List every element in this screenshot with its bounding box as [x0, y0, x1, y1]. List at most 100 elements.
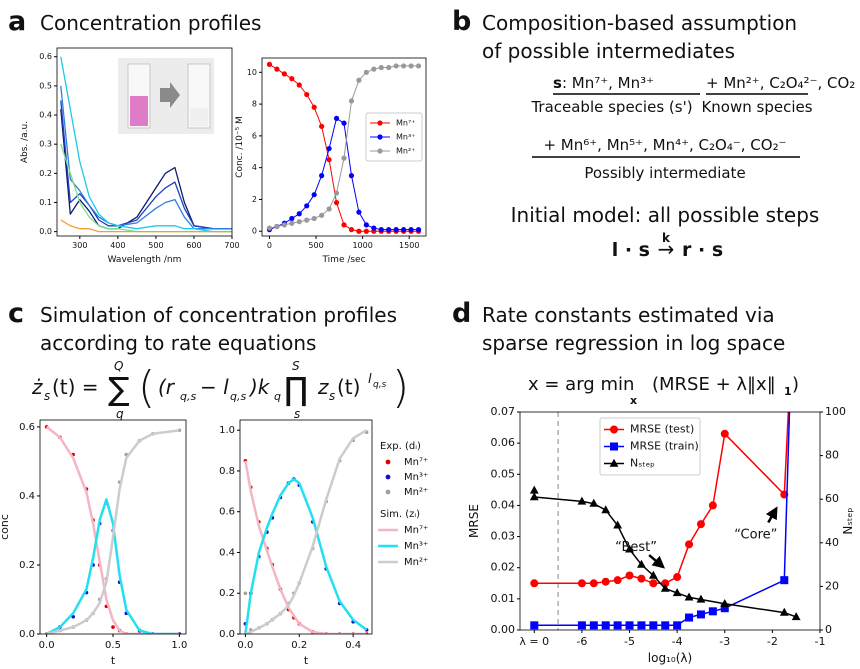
x-tick-label: -6 — [576, 635, 587, 648]
species-possible: + Mn⁶⁺, Mn⁵⁺, Mn⁴⁺, C₂O₄⁻, CO₂⁻ — [543, 136, 786, 154]
panel-title: of possible intermediates — [482, 39, 735, 63]
y-tick-label: 2 — [252, 195, 257, 204]
marker — [386, 64, 392, 71]
marker — [401, 227, 407, 233]
marker — [386, 227, 392, 233]
marker — [415, 227, 422, 233]
marker — [684, 592, 694, 601]
x-tick-label: 400 — [110, 241, 125, 250]
y-tick-label: 6 — [252, 131, 257, 140]
marker — [601, 505, 611, 514]
marker — [601, 621, 610, 630]
panel-letter: c — [8, 298, 24, 329]
series-line — [60, 56, 232, 233]
marker — [577, 621, 586, 630]
marker — [326, 145, 332, 152]
marker — [637, 574, 646, 583]
eq-part: (r — [158, 375, 176, 399]
legend-label: MRSE (train) — [630, 440, 699, 453]
legend-marker — [610, 442, 618, 451]
legend-marker — [377, 134, 383, 140]
marker — [661, 579, 670, 588]
legend-marker — [385, 489, 391, 495]
y-tick-label: 10 — [247, 68, 257, 77]
legend-label: Mn³⁺ — [404, 472, 428, 483]
legend-label: Mn⁷⁺ — [404, 525, 428, 536]
chart: 0 2 4 6 8 10 0 500 1000 1500 Time /sec Conc. /10⁻⁵ … — [235, 57, 427, 265]
legend-label: Mn²⁺ — [404, 557, 428, 568]
y-tick-label: 0.0 — [19, 629, 35, 640]
marker — [363, 228, 369, 234]
marker — [363, 69, 369, 75]
plot-frame — [261, 57, 427, 237]
eq-part: (MRSE + λ‖x‖ — [652, 374, 776, 395]
chart: 0.00 0.01 0.02 0.03 0.04 0.05 0.06 0.07 0 20 40 60 8… — [467, 405, 855, 665]
panel-title: Simulation of concentration profiles — [40, 303, 397, 327]
x-axis-label: Time /sec — [321, 255, 365, 265]
eq-part: ż — [31, 375, 43, 399]
marker — [685, 540, 694, 549]
eq-part: s — [329, 389, 335, 403]
marker — [348, 227, 355, 233]
y-tick-label: 0.1 — [39, 198, 52, 207]
marker — [673, 621, 682, 630]
legend-label: Mn²⁺ — [404, 487, 428, 498]
marker — [601, 577, 610, 586]
annotation-arrow — [765, 506, 778, 524]
marker — [685, 613, 694, 622]
x-tick-label: 0.2 — [291, 640, 307, 651]
x-axis-label: t — [304, 654, 309, 667]
x-tick-label: 500 — [308, 241, 323, 250]
series-line — [60, 100, 232, 230]
eq-part: l — [368, 372, 372, 387]
x-tick-label: -1 — [815, 635, 826, 648]
marker — [304, 91, 310, 98]
marker — [304, 203, 310, 209]
series-line — [534, 412, 791, 627]
x-tick-label: 700 — [224, 241, 239, 250]
eq-part: q,s — [180, 390, 196, 403]
marker — [319, 173, 325, 179]
legend-label: Nₛₜₑₚ — [630, 457, 655, 470]
marker — [408, 227, 414, 233]
marker — [296, 211, 302, 217]
x-tick-label: 1000 — [352, 241, 372, 250]
marker — [348, 98, 355, 104]
series-line — [533, 490, 797, 618]
marker — [401, 63, 407, 69]
y-tick-label: 0.07 — [491, 405, 516, 418]
y-tick-label: 0.0 — [219, 629, 235, 640]
panel-title: Rate constants estimated via — [482, 303, 775, 327]
legend-label: Mn⁷⁺ — [396, 119, 415, 128]
x-tick-label: 0.4 — [345, 640, 361, 651]
marker — [408, 63, 414, 69]
marker — [780, 576, 789, 585]
legend-label: Mn²⁺ — [396, 147, 415, 156]
panel-letter: d — [452, 298, 471, 329]
y-tick-label: 0.0 — [39, 227, 52, 236]
marker — [289, 76, 295, 82]
y-tick-label: 0.6 — [39, 52, 52, 61]
marker — [393, 63, 399, 69]
reaction-arrow: → — [658, 237, 675, 261]
species-label: Possibly intermediate — [584, 164, 745, 182]
y-tick-label: 0.03 — [491, 530, 516, 543]
annotation: “Best” — [615, 540, 657, 555]
y-tick-label: 0.2 — [19, 560, 35, 571]
marker — [356, 209, 362, 215]
marker — [661, 621, 670, 630]
marker — [393, 227, 399, 233]
eq-part: q — [116, 407, 124, 421]
marker — [371, 66, 377, 72]
marker — [791, 612, 801, 621]
plot-frame — [56, 47, 233, 237]
marker — [356, 77, 362, 83]
x-tick-label: 300 — [72, 241, 87, 250]
panel-letter: a — [8, 6, 26, 37]
marker — [341, 155, 347, 161]
cuvette-photo — [118, 58, 214, 134]
y-axis-label: Conc. /10⁻⁵ M — [235, 116, 245, 178]
plot-area — [266, 61, 422, 234]
marker — [696, 594, 706, 603]
y-axis-label: Abs. /a.u. — [20, 121, 30, 163]
